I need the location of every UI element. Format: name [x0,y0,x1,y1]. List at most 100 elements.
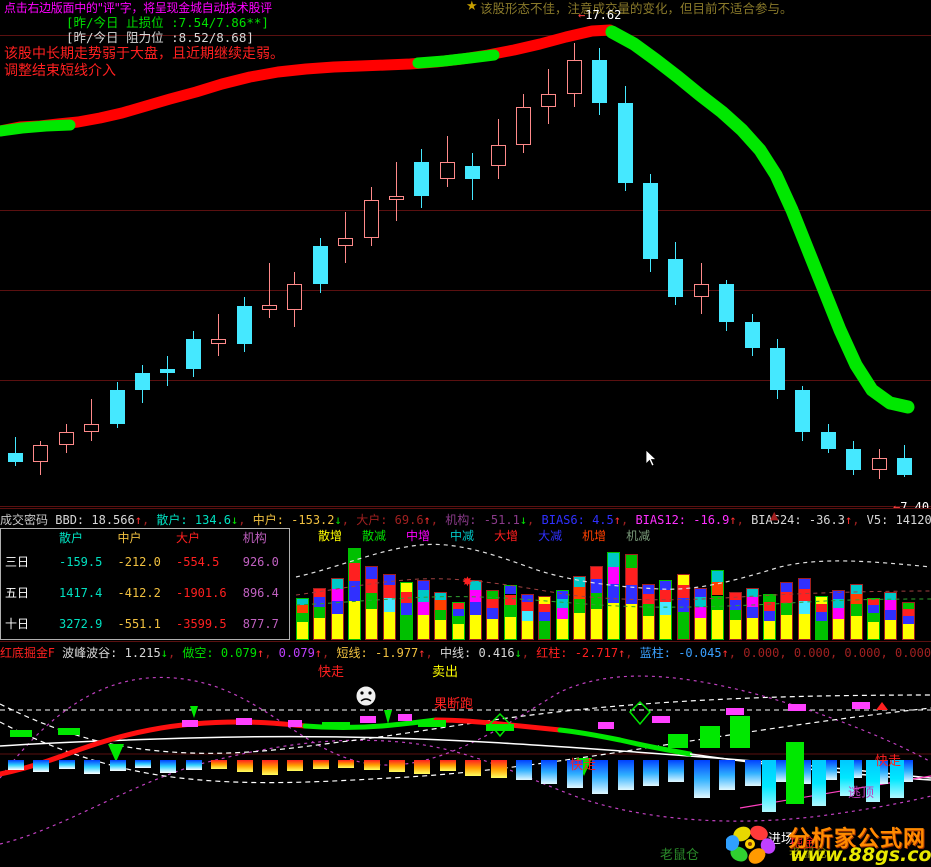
volume-peak-marker-icon: ▲ [770,509,779,522]
volume-bar-segment [331,613,343,639]
candle-body [871,457,887,471]
osc-annotation: 快走 [318,665,345,680]
volume-bar-segment [833,598,845,609]
volume-bar-segment [764,610,776,621]
volume-bar-segment [314,607,326,618]
volume-legend-item: 散减 [362,529,387,543]
osc-indicator-header: 红底掘金F 波峰波谷: 1.215↓, 做空: 0.079↑, 0.079↑, … [0,644,931,660]
indicator-field-value: 0.000 [743,646,780,660]
osc-bar [617,760,634,790]
volume-bar [676,574,690,640]
candle [820,423,836,454]
volume-legend-item: 机减 [626,529,651,543]
oscillator-pane[interactable]: 红底掘金F 波峰波谷: 1.215↓, 做空: 0.079↑, 0.079↑, … [0,641,931,867]
volume-bar-segment [331,600,343,614]
watermark-brand: 分析家公式网 [788,827,927,852]
volume-bar [745,588,759,640]
volume-bar-segment [660,601,672,615]
osc-bar [490,760,507,778]
osc-bar [719,760,736,790]
volume-bar-segment [833,618,845,639]
indicator-field-label: BBD: [55,513,92,527]
volume-bar-segment [314,597,326,607]
volume-bar-segment [573,599,585,613]
flower-logo-icon [726,825,776,864]
indicator-field-direction-icon: ↑ [314,646,323,660]
volume-bar-segment [504,616,516,639]
candle-body [414,161,430,196]
indicator-field: BIAS6: 4.5↑, [541,513,636,527]
high-price-value: 17.62 [585,8,622,22]
candle-body [465,165,481,179]
price-chart-pane[interactable]: 点击右边版面中的"评"字，将呈现金城自动技术股评 [昨/今日 止损位 :7.54… [0,0,931,508]
candle [262,263,277,319]
volume-bar-segment [816,612,827,622]
volume-bar-segment [383,612,395,639]
volume-bar-segment [383,598,395,613]
volume-bar-segment [435,609,447,620]
volume-bar-segment [867,622,879,639]
candle [744,313,760,357]
indicator-field-value: 134.6 [194,513,231,527]
osc-annotation: 快走 [570,758,597,773]
volume-bar-segment [539,603,551,613]
osc-annotation: 老鼠仓 [660,848,700,863]
volume-bar-segment [902,615,914,624]
candle-body [744,322,760,348]
osc-annotation: 快走 [875,754,902,769]
volume-bar-segment [314,618,326,639]
osc-annotation: 逃顶 [848,786,875,801]
volume-bar-segment [660,590,672,602]
indicator-field-direction-icon: ↑ [418,646,426,660]
indicator-field-value: 0.000 [894,646,931,660]
candle-body [643,182,658,259]
chip-table-cell: -551.1 [117,616,161,631]
candle [338,212,354,264]
volume-bar-segment [383,585,395,599]
candle-body [592,60,608,103]
volume-bar-segment [591,578,603,593]
candle [439,136,455,188]
indicator-field-label: BIAS12: [635,513,694,527]
osc-bar [338,760,355,768]
indicator-field-direction-icon: ↓ [514,646,522,660]
volume-bar-segment [539,597,551,604]
volume-bar [538,596,552,640]
volume-bar-segment [867,613,879,623]
candle [592,47,608,116]
volume-bar-segment [867,605,879,614]
volume-bar-segment [608,602,620,639]
candle-body [897,457,912,475]
candle-body [389,195,404,200]
osc-annotation: 掘金 [790,836,817,851]
volume-bar-segment [746,607,758,618]
candle-body [287,284,303,310]
volume-bar [451,602,465,640]
indicator-field-direction-icon: ↑ [613,513,621,527]
table-row[interactable]: 五日 1417.4 -412.2 -1901.6 896.4 [1,577,289,608]
volume-bar-segment [643,585,654,594]
volume-bar-segment [573,577,585,587]
indicator-field: 中线: 0.416↓, [439,646,537,660]
chip-distribution-table[interactable]: 散户 中户 大户 机构 三日 -159.5 -212.0 -554.5 926.0 五日 1417… [0,528,290,640]
chip-table-cell: -3599.5 [176,616,227,631]
indicator-field-value: -51.1 [483,513,520,527]
volume-bar-segment [556,598,568,609]
volume-bar-segment [764,602,776,611]
candle [719,280,735,331]
table-row[interactable]: 十日 3272.9 -551.1 -3599.5 877.7 [1,608,289,639]
volume-bar-segment [400,591,412,604]
watermark-url: www.88gs.com [790,844,931,866]
table-row[interactable]: 三日 -159.5 -212.0 -554.5 926.0 [1,546,289,577]
volume-bar-segment [608,553,620,567]
candle-body [338,237,354,247]
volume-bar-segment [487,598,499,609]
volume-bar-segment [556,608,568,619]
volume-chip-pane[interactable]: 成交密码 BBD: 18.566↑, 散户: 134.6↓, 中户: -153.… [0,508,931,642]
osc-bar [643,760,659,786]
volume-bar-segment [556,591,568,599]
volume-bar-segment [297,605,308,614]
volume-bar-segment [902,608,914,616]
volume-bar-segment [850,593,862,605]
